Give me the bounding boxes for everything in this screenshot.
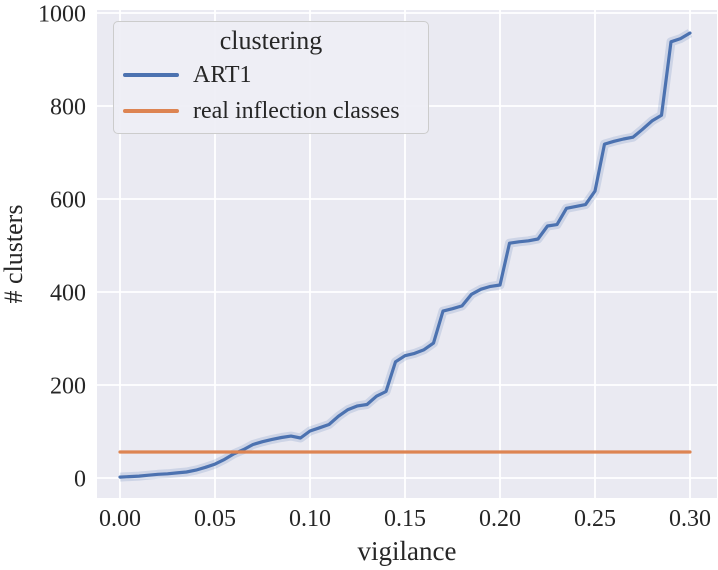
x-axis-label: vigilance [357, 536, 457, 566]
x-tick-label: 0.30 [669, 506, 711, 532]
legend: clustering ART1 real inflection classes [113, 21, 429, 134]
y-tick-label: 1000 [38, 2, 86, 28]
x-tick-labels: 0.00 0.05 0.10 0.15 0.20 0.25 0.30 [99, 506, 711, 532]
x-tick-label: 0.15 [384, 506, 426, 532]
legend-entry-real-classes: real inflection classes [114, 93, 428, 129]
x-tick-label: 0.20 [479, 506, 521, 532]
x-tick-label: 0.10 [289, 506, 331, 532]
y-tick-label: 800 [50, 95, 86, 121]
legend-label-art1: ART1 [193, 61, 252, 88]
legend-title: clustering [219, 26, 323, 55]
x-tick-label: 0.00 [99, 506, 141, 532]
y-tick-label: 600 [50, 188, 86, 214]
legend-label-real-classes: real inflection classes [193, 97, 400, 124]
series-line-art1 [118, 31, 692, 479]
y-tick-labels: 0 200 400 600 800 1000 [38, 2, 86, 493]
legend-entry-art1: ART1 [114, 57, 428, 93]
y-tick-label: 0 [74, 467, 86, 493]
y-axis-label: # clusters [0, 204, 28, 304]
x-tick-label: 0.05 [194, 506, 236, 532]
real-classes-line-swatch-icon [123, 109, 179, 113]
y-tick-label: 200 [50, 374, 86, 400]
y-tick-label: 400 [50, 281, 86, 307]
art1-line-swatch-icon [123, 73, 179, 77]
x-tick-label: 0.25 [574, 506, 616, 532]
